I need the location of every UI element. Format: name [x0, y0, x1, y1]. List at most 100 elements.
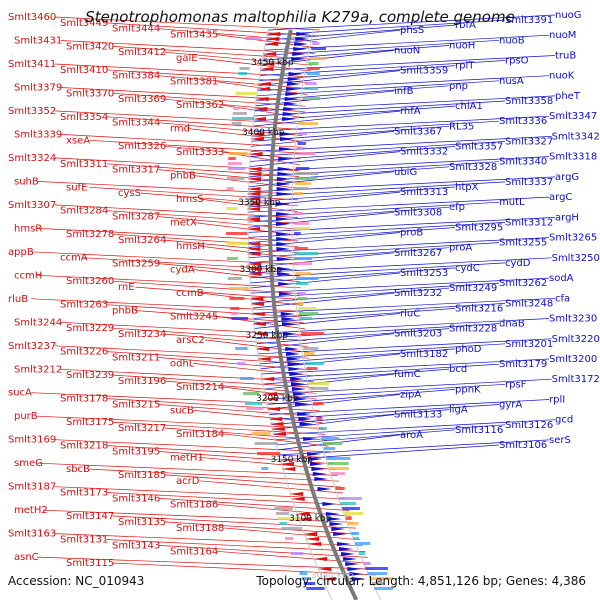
- label-connector-left: [37, 274, 301, 289]
- label-connector-left: [54, 204, 299, 218]
- label-connector-left: [158, 263, 300, 277]
- reverse-gene-arrow: [312, 472, 327, 476]
- gene-feature-block: [237, 362, 246, 365]
- reverse-gene-arrow: [276, 232, 291, 236]
- forward-gene-arrow: [256, 87, 271, 91]
- label-connector-left: [37, 556, 373, 570]
- reverse-gene-arrow: [283, 107, 298, 111]
- gene-label-right: fumC: [394, 369, 421, 380]
- label-connector-left: [158, 357, 312, 371]
- gene-feature-block: [359, 552, 366, 555]
- reverse-gene-arrow: [337, 542, 352, 546]
- gene-label-left: Smlt3370: [66, 88, 114, 99]
- gene-feature-block: [294, 232, 301, 235]
- label-connector-right: [270, 404, 500, 420]
- forward-gene-arrow: [317, 567, 332, 571]
- gene-label-left: Smlt3245: [170, 311, 218, 322]
- label-connector-right: [280, 444, 500, 461]
- forward-gene-arrow: [313, 557, 328, 561]
- reverse-gene-arrow: [311, 467, 326, 471]
- label-connector-right: [251, 282, 500, 299]
- label-connector-left: [31, 392, 319, 406]
- gene-label-right: chiA1: [455, 101, 483, 112]
- kbp-scale-marks: 3450 kbp 3400 kbp 3350 kbp 3300 kbp 3250 kbp…: [238, 58, 354, 581]
- gene-feature-block: [297, 302, 304, 305]
- reverse-gene-arrow: [294, 42, 309, 46]
- forward-gene-arrow: [295, 512, 310, 516]
- reverse-gene-arrow: [291, 387, 306, 391]
- gene-label-left: Smlt3420: [66, 41, 114, 52]
- label-connector-right: [256, 80, 500, 97]
- forward-gene-arrow: [252, 117, 267, 121]
- gene-label-left: Smlt3339: [14, 129, 62, 140]
- label-connector-right: [249, 257, 552, 274]
- gene-label-left: Smlt3379: [14, 83, 62, 94]
- gene-label-right: Smlt3179: [499, 359, 547, 370]
- label-connector-left: [54, 345, 310, 359]
- gene-label-left: smeG: [14, 458, 43, 469]
- label-connector-right: [273, 419, 556, 436]
- gene-label-left: Smlt3169: [8, 435, 56, 446]
- forward-gene-arrow: [290, 497, 305, 501]
- forward-gene-arrow: [251, 322, 266, 326]
- gene-label-right: efp: [449, 202, 465, 213]
- label-connector-left: [112, 327, 307, 341]
- gene-label-left: Smlt3444: [112, 24, 160, 35]
- label-connector-left: [42, 509, 354, 523]
- gene-feature-block: [321, 437, 340, 440]
- reverse-gene-arrow: [314, 477, 329, 481]
- label-connector-right: [250, 141, 506, 157]
- gene-feature-block: [302, 97, 321, 100]
- gene-feature-block: [301, 577, 311, 580]
- gene-label-left: xseA: [66, 135, 90, 146]
- label-connector-left: [164, 239, 299, 254]
- label-connector-right: [253, 100, 506, 117]
- gene-label-left: sucB: [170, 405, 194, 416]
- gene-label-right: Smlt3250: [552, 253, 600, 264]
- gene-label-right: Smlt3357: [455, 142, 503, 153]
- gene-label-left: odhL: [170, 358, 195, 369]
- gene-label-left: Smlt3187: [8, 482, 56, 493]
- gene-feature-block: [294, 182, 311, 185]
- gene-feature-block: [298, 312, 319, 315]
- gene-feature-block: [326, 457, 351, 460]
- gene-feature-block: [367, 572, 388, 575]
- reverse-gene-arrow: [286, 87, 301, 91]
- forward-gene-arrow: [246, 217, 261, 221]
- gene-label-right: Smlt3232: [394, 288, 442, 299]
- forward-gene-arrow: [247, 272, 262, 276]
- forward-gene-arrow: [246, 242, 261, 246]
- gene-label-left: sbcB: [66, 464, 90, 475]
- gene-feature-block: [294, 252, 318, 255]
- gene-feature-block: [285, 537, 294, 540]
- label-connector-left: [164, 380, 316, 394]
- gene-feature-block: [279, 522, 288, 525]
- forward-gene-arrow: [249, 302, 264, 306]
- reverse-gene-arrow: [317, 487, 332, 491]
- gene-feature-block: [305, 362, 324, 365]
- gene-label-left: Smlt3431: [14, 36, 62, 47]
- gene-label-left: appB: [8, 247, 34, 258]
- label-connector-left: [54, 486, 345, 500]
- label-connector-right: [261, 358, 550, 375]
- gene-feature-block: [231, 122, 242, 125]
- gene-label-right: sodA: [549, 273, 574, 284]
- label-connector-right: [249, 151, 401, 167]
- gene-feature-block: [226, 257, 238, 260]
- reverse-gene-arrow: [308, 457, 323, 461]
- gene-feature-block: [297, 297, 308, 300]
- reverse-gene-arrow: [276, 212, 291, 216]
- gene-label-right: rpsF: [505, 379, 527, 390]
- gene-label-left: Smlt3460: [8, 12, 56, 23]
- gene-feature-block: [239, 67, 250, 70]
- gene-label-left: Smlt3147: [66, 511, 114, 522]
- forward-gene-arrow: [281, 467, 296, 471]
- gene-feature-block: [297, 147, 305, 150]
- gene-label-left: Smlt3284: [60, 206, 108, 217]
- forward-gene-arrow: [265, 37, 280, 41]
- label-connector-left: [106, 304, 304, 318]
- label-connector-right: [269, 399, 550, 415]
- reverse-gene-arrow: [303, 437, 318, 441]
- gene-feature-block: [304, 82, 317, 85]
